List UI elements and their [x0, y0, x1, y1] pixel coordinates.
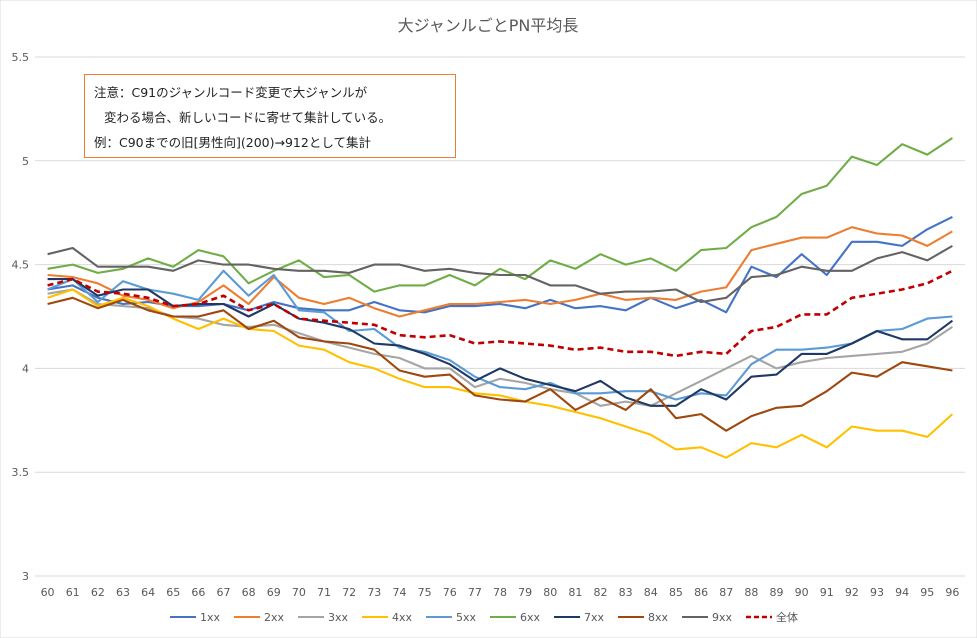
legend-label-7xx: 7xx [584, 611, 605, 624]
series-line-7xx [47, 278, 954, 407]
x-tick-label: 84 [644, 586, 658, 599]
x-tick-label: 61 [66, 586, 80, 599]
series-line-5xx [47, 269, 953, 401]
x-tick-label: 68 [242, 586, 256, 599]
x-tick-label: 88 [744, 586, 758, 599]
x-tick-label: 81 [568, 586, 582, 599]
legend: 1xx 2xx 3xx 4xx 5xx 6xx 7xx 8xx 9xx 全体 [170, 610, 798, 624]
gridlines [35, 56, 965, 577]
y-tick-label: 4.5 [12, 259, 30, 272]
x-tick-label: 67 [217, 586, 231, 599]
y-tick-label: 3.5 [12, 466, 30, 479]
series-lines [47, 137, 954, 459]
legend-label-6xx: 6xx [520, 611, 541, 624]
x-tick-label: 74 [392, 586, 406, 599]
annotation-line-2: 変わる場合、新しいコードに寄せて集計している。 [104, 110, 392, 125]
series-line-2xx [47, 226, 953, 318]
annotation-line-3: 例：C90までの旧[男性向](200)→912として集計 [94, 135, 371, 150]
y-tick-label: 5.5 [12, 51, 30, 64]
x-tick-label: 93 [870, 586, 884, 599]
x-tick-label: 79 [518, 586, 532, 599]
annotation-line-1: 注意：C91のジャンルコード変更で大ジャンルが [94, 85, 368, 100]
x-tick-label: 76 [443, 586, 457, 599]
x-tick-label: 96 [945, 586, 959, 599]
series-line-3xx [47, 288, 953, 407]
x-tick-label: 80 [543, 586, 557, 599]
x-tick-label: 91 [820, 586, 834, 599]
y-axis-tick-labels: 3 3.5 4 4.5 5 5.5 [12, 51, 30, 583]
x-tick-label: 87 [719, 586, 733, 599]
x-tick-label: 63 [116, 586, 130, 599]
x-tick-label: 72 [342, 586, 356, 599]
x-tick-label: 78 [493, 586, 507, 599]
x-tick-label: 82 [594, 586, 608, 599]
x-tick-label: 89 [769, 586, 783, 599]
chart-title: 大ジャンルごとPN平均長 [398, 16, 579, 35]
legend-label-3xx: 3xx [328, 611, 349, 624]
y-tick-label: 5 [22, 155, 29, 168]
x-tick-label: 65 [166, 586, 180, 599]
x-tick-label: 73 [367, 586, 381, 599]
x-tick-label: 85 [669, 586, 683, 599]
annotation-box: 注意：C91のジャンルコード変更で大ジャンルが 変わる場合、新しいコードに寄せて… [84, 74, 456, 158]
x-tick-label: 69 [267, 586, 281, 599]
x-tick-label: 60 [41, 586, 55, 599]
x-axis-tick-labels: 60 61 62 63 64 65 66 67 68 69 70 71 72 73 74 75 76 77 78 79… [41, 586, 960, 599]
legend-label-overall: 全体 [776, 610, 798, 624]
series-line-4xx [47, 288, 954, 459]
series-line-6xx [47, 137, 953, 293]
y-tick-label: 4 [22, 362, 29, 375]
series-line-8xx [47, 296, 953, 432]
x-tick-label: 77 [468, 586, 482, 599]
legend-label-9xx: 9xx [712, 611, 733, 624]
y-tick-label: 3 [22, 570, 29, 583]
x-tick-label: 86 [694, 586, 708, 599]
x-tick-label: 94 [895, 586, 909, 599]
series-line-9xx [47, 244, 953, 304]
x-tick-label: 62 [91, 586, 105, 599]
x-tick-label: 83 [619, 586, 633, 599]
x-tick-label: 75 [418, 586, 432, 599]
x-tick-label: 90 [795, 586, 809, 599]
x-tick-label: 71 [317, 586, 331, 599]
x-tick-label: 66 [191, 586, 205, 599]
legend-label-1xx: 1xx [200, 611, 221, 624]
legend-label-2xx: 2xx [264, 611, 285, 624]
legend-label-8xx: 8xx [648, 611, 669, 624]
legend-label-5xx: 5xx [456, 611, 477, 624]
x-tick-label: 70 [292, 586, 306, 599]
x-tick-label: 92 [845, 586, 859, 599]
legend-label-4xx: 4xx [392, 611, 413, 624]
x-tick-label: 64 [141, 586, 155, 599]
x-tick-label: 95 [920, 586, 934, 599]
series-line-1xx [47, 215, 953, 314]
series-line-overall [47, 269, 953, 358]
